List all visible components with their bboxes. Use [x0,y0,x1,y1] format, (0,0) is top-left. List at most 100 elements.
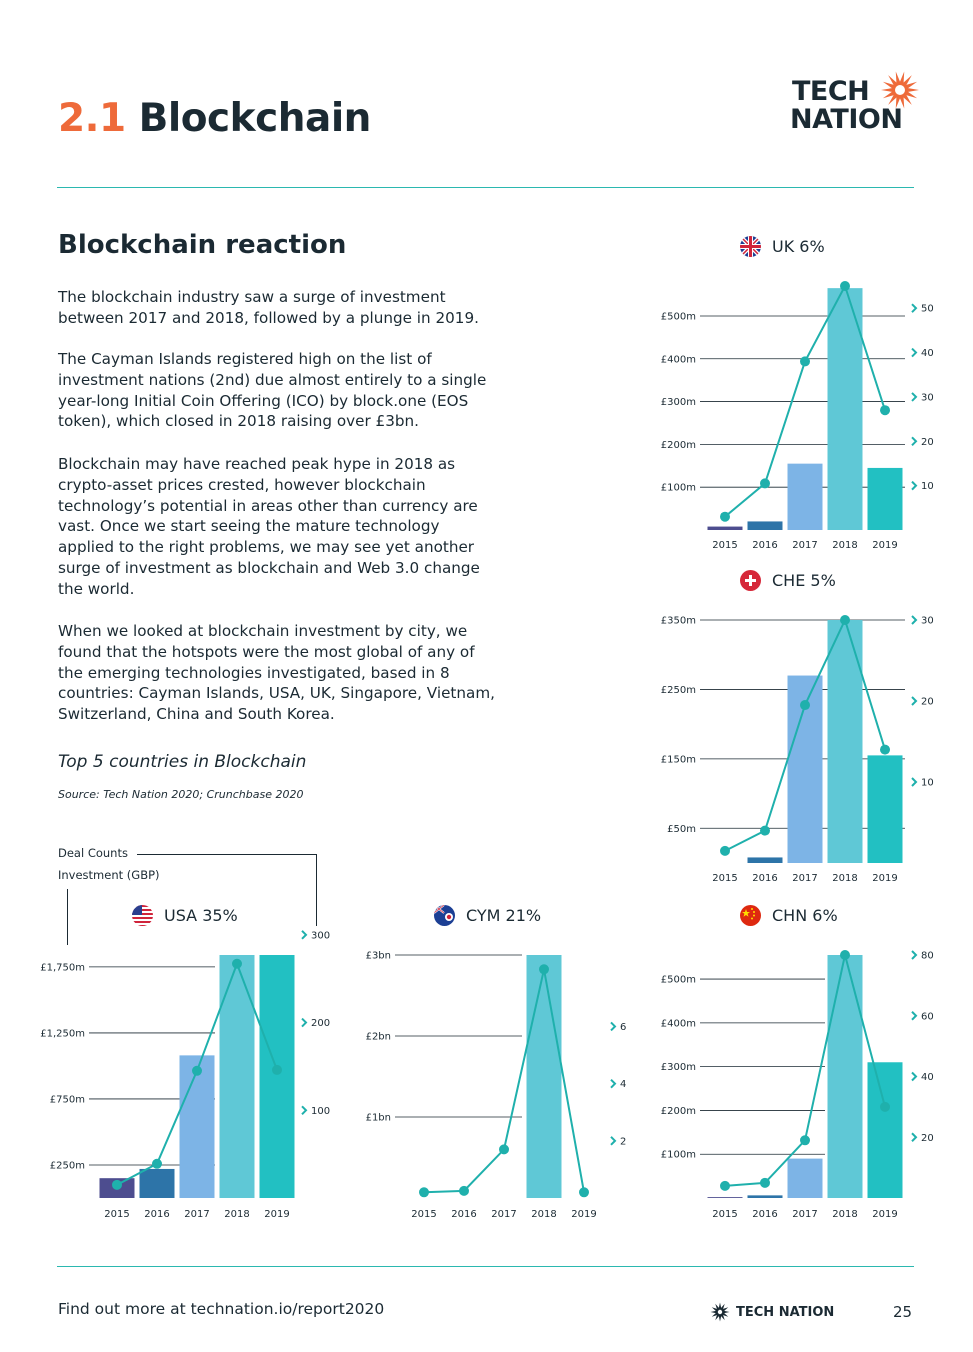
x-tick-label: 2019 [571,1209,596,1220]
y-tick-label: £1,250m [40,1028,85,1039]
y-tick-label: £50m [667,824,696,835]
right-tick-chevron [911,777,918,787]
right-tick-label: 300 [311,930,330,941]
y-tick-label: £300m [661,397,696,408]
che-flag-icon [740,570,761,591]
country-name: UK 6% [772,237,825,256]
right-tick-label: 20 [921,697,934,708]
x-tick-label: 2018 [832,540,857,551]
right-tick-label: 50 [921,304,934,315]
logo-line1: TECH [792,76,870,107]
sun-icon [881,71,919,109]
x-tick-label: 2016 [752,1209,777,1220]
deal-point-2016 [760,825,770,836]
right-tick-chevron [911,480,918,491]
right-tick-chevron [911,1011,918,1021]
bar-2017 [787,1158,823,1198]
bar-2017 [787,463,823,530]
right-tick-chevron [911,392,918,402]
paragraph-4: When we looked at blockchain investment … [58,622,495,724]
x-tick-label: 2015 [712,1209,737,1220]
right-tick-label: 30 [921,616,934,627]
x-tick-label: 2016 [144,1209,169,1220]
x-tick-label: 2016 [752,540,777,551]
x-tick-label: 2018 [832,873,857,884]
x-tick-label: 2018 [224,1209,249,1220]
y-tick-label: £400m [661,354,696,365]
right-tick-chevron [911,1071,918,1082]
bar-2018 [219,955,255,1198]
bar-2015 [707,1197,743,1198]
x-tick-label: 2015 [712,873,737,884]
page-number: 25 [893,1303,913,1321]
deal-point-2019 [579,1187,589,1198]
x-tick-label: 2019 [264,1209,289,1220]
right-tick-chevron [610,1078,617,1089]
right-tick-chevron [911,436,918,446]
chart-source: Source: Tech Nation 2020; Crunchbase 202… [58,788,304,801]
section-number: 2.1 [58,96,126,141]
chn-chart: £500m £400m £300m £200m £100m 80 60 40 20 2015 201… [661,950,934,1220]
deal-point-2015 [720,845,730,856]
deal-point-2016 [760,478,770,489]
right-tick-chevron [911,696,918,706]
deal-point-2018 [840,950,850,960]
right-tick-chevron [911,347,918,358]
x-tick-label: 2019 [872,540,897,551]
footer-rule [57,1266,914,1267]
country-name: USA 35% [164,906,238,925]
x-tick-label: 2018 [832,1209,857,1220]
footer-sun-icon [710,1302,730,1322]
right-tick-label: 6 [620,1022,626,1033]
country-label-uk: UK 6% [740,236,825,257]
bar-2018 [526,955,562,1198]
cym-flag-icon [434,905,455,926]
y-tick-label: £150m [661,754,696,765]
x-tick-label: 2017 [184,1209,209,1220]
x-tick-label: 2019 [872,1209,897,1220]
y-tick-label: £750m [50,1094,85,1105]
y-tick-label: £3bn [366,951,391,962]
cym-chart: £3bn £2bn £1bn 6 4 2 2015 2016 2017 2018 2019 [366,951,627,1221]
x-tick-label: 2019 [872,873,897,884]
deal-point-2015 [720,1180,730,1191]
y-tick-label: £350m [661,616,696,627]
deal-point-2015 [419,1187,429,1198]
uk-flag-icon [740,236,761,257]
paragraph-1: The blockchain industry saw a surge of i… [58,288,479,327]
y-tick-label: £100m [661,1150,696,1161]
deal-point-2016 [459,1185,469,1196]
uk-chart: £500m £400m £300m £200m £100m 50 40 30 20 10 2015 2… [661,281,934,551]
y-tick-label: £500m [661,975,696,986]
footer-logo-text: TECH NATION [736,1304,835,1320]
right-tick-label: 20 [921,1133,934,1144]
right-tick-label: 20 [921,437,934,448]
x-tick-label: 2017 [792,540,817,551]
deal-point-2019 [880,744,890,755]
footer-link-text[interactable]: Find out more at technation.io/report202… [58,1300,385,1318]
right-tick-label: 60 [921,1011,934,1022]
y-tick-label: £1bn [366,1113,391,1124]
deal-point-2015 [720,511,730,522]
y-tick-label: £100m [661,483,696,494]
deal-point-2017 [800,1135,810,1146]
right-tick-chevron [610,1021,617,1032]
header-rule [57,187,914,188]
x-tick-label: 2017 [491,1209,516,1220]
deal-point-2017 [192,1065,202,1076]
bar-2016 [139,1168,175,1198]
x-tick-label: 2016 [752,873,777,884]
deal-point-2017 [800,700,810,711]
section-title: Blockchain [138,96,372,141]
logo-line2: NATION [790,104,903,135]
x-tick-label: 2016 [451,1209,476,1220]
legend-investment: Investment (GBP) [58,868,160,882]
y-tick-label: £200m [661,1106,696,1117]
deal-point-2016 [760,1177,770,1188]
right-tick-label: 2 [620,1136,626,1147]
country-name: CYM 21% [466,906,542,925]
deal-point-2019 [272,1064,282,1075]
x-tick-label: 2018 [531,1209,556,1220]
deal-point-2017 [499,1144,509,1155]
country-label-chn: CHN 6% [740,905,838,926]
